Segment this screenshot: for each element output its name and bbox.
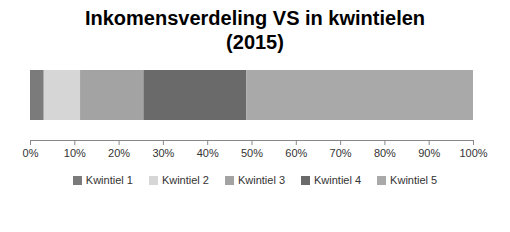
svg-text:10%: 10% (64, 147, 86, 159)
html-text:Kwintiel 4: Kwintiel 4 (314, 174, 362, 186)
svg-text:30%: 30% (152, 147, 174, 159)
svg-text:70%: 70% (330, 147, 352, 159)
svg-text:50%: 50% (241, 147, 263, 159)
html-text:Kwintiel 2: Kwintiel 2 (161, 174, 209, 186)
svg-text:40%: 40% (197, 147, 219, 159)
html-text:Kwintiel 1: Kwintiel 1 (85, 174, 133, 186)
svg-text:60%: 60% (285, 147, 307, 159)
svg-text:80%: 80% (374, 147, 396, 159)
html-text:Inkomensverdeling VS in kwinti: Inkomensverdeling VS in kwintielen (2015… (85, 7, 425, 53)
svg-text:0%: 0% (23, 147, 39, 159)
html-text:Kwintiel 5: Kwintiel 5 (390, 174, 438, 186)
html-text:Kwintiel 3: Kwintiel 3 (238, 174, 285, 186)
svg-text:100%: 100% (459, 147, 487, 159)
svg-text:20%: 20% (108, 147, 130, 159)
svg-text:90%: 90% (418, 147, 440, 159)
